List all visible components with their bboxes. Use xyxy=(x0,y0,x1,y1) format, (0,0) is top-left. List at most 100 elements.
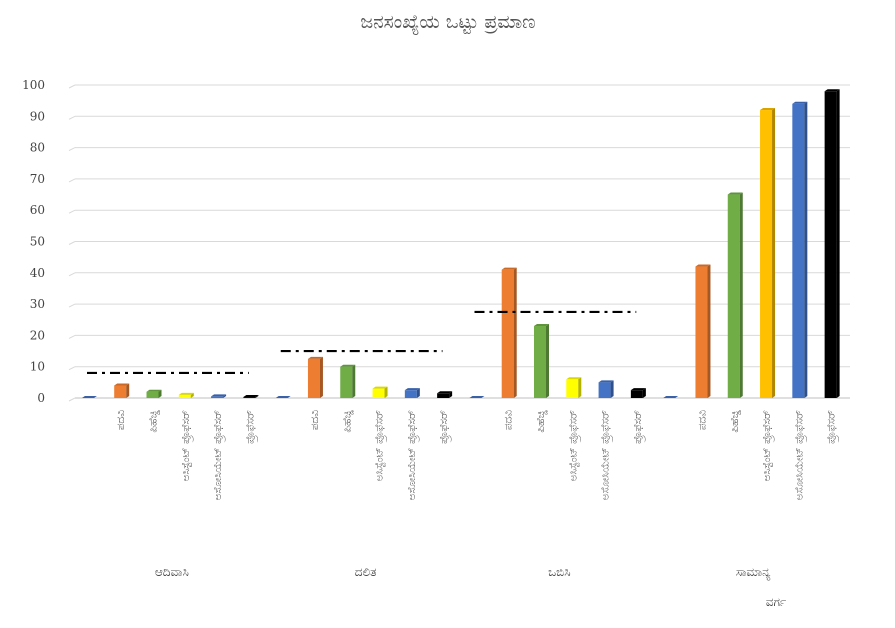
bar xyxy=(760,108,776,398)
gridline-depth xyxy=(68,115,76,120)
y-tick-label: 80 xyxy=(30,141,45,155)
bar-front xyxy=(437,393,450,398)
bar-top xyxy=(404,388,420,391)
bar-top xyxy=(566,377,582,380)
bar-side xyxy=(158,389,162,398)
category-label: ಪ್ರೊಫೆಸರ್ xyxy=(632,410,646,444)
x-axis-title: ವರ್ಗ xyxy=(766,595,786,609)
gridline-depth xyxy=(68,397,76,402)
bar xyxy=(824,89,840,398)
gridline-depth xyxy=(68,178,76,183)
gridline-depth xyxy=(68,334,76,339)
bar xyxy=(469,396,485,398)
bar-side xyxy=(255,395,259,398)
bar-side xyxy=(546,324,549,398)
y-tick-label: 20 xyxy=(30,328,45,342)
bar-front xyxy=(404,390,417,398)
bar xyxy=(146,389,162,398)
bar-front xyxy=(695,266,708,398)
bar-side xyxy=(126,383,130,398)
reference-lines xyxy=(87,310,637,375)
bar-side xyxy=(384,386,388,398)
category-label: ಪ್ರೊಫೆಸರ್ xyxy=(438,410,452,444)
gridlines xyxy=(68,84,850,402)
bar xyxy=(243,395,259,398)
bar xyxy=(114,383,130,398)
bar-side xyxy=(449,391,453,398)
group-label: ಒಬಿಸಿ xyxy=(548,565,571,579)
gridline-depth xyxy=(68,241,76,245)
gridline-depth xyxy=(68,303,76,308)
bar-front xyxy=(566,379,579,398)
bar-top xyxy=(663,396,679,398)
category-label: ಅಸೋಸಿಯೇಟ್ ಪ್ರೊಫೆಸರ್ xyxy=(406,410,420,501)
bar-front xyxy=(792,103,805,398)
group-label: ಸಾಮಾನ್ಯ xyxy=(736,565,771,581)
bar-top xyxy=(630,388,646,391)
bar-top xyxy=(178,392,194,395)
bar xyxy=(81,396,97,398)
bar-top xyxy=(792,101,808,104)
bar-side xyxy=(352,364,356,398)
bar xyxy=(727,192,743,398)
bar-top xyxy=(146,389,162,392)
category-label: ಅಸೋಸಿಯೇಟ್ ಪ್ರೊಫೆಸರ್ xyxy=(793,410,807,501)
bar-front xyxy=(146,391,159,398)
bar xyxy=(695,264,711,398)
bar-front xyxy=(178,394,191,398)
bar xyxy=(307,356,323,398)
chart-title: ಜನಸಂಖ್ಯೆಯ ಒಟ್ಟು ಪ್ರಮಾಣ xyxy=(360,11,535,36)
bar-top xyxy=(340,364,356,367)
bar-top xyxy=(598,380,614,383)
bar-top xyxy=(501,267,517,270)
category-label: ಅಸೋಸಿಯೇಟ್ ಪ್ರೊಫೆಸರ್ xyxy=(212,410,226,501)
bar-top xyxy=(372,386,388,389)
bar-front xyxy=(114,385,127,398)
bar-side xyxy=(416,388,420,398)
bar xyxy=(663,396,679,398)
bar-side xyxy=(642,388,646,398)
category-label: ಪಿಹೆಚ್ಡಿ xyxy=(729,409,741,432)
y-tick-label: 60 xyxy=(30,203,45,217)
category-label: ಪ್ರೊಫೆಸರ್ xyxy=(826,410,840,444)
bar xyxy=(630,388,646,398)
gridline-depth xyxy=(68,272,76,277)
category-label: ಪ್ರೊಫೆಸರ್ xyxy=(244,410,258,444)
bar-side xyxy=(513,267,517,398)
group-labels: ಆದಿವಾಸಿ ದಲಿತ ಒಬಿಸಿ ಸಾಮಾನ್ಯ xyxy=(155,565,771,581)
bar-front xyxy=(243,397,256,398)
bar-top xyxy=(469,396,485,398)
bars xyxy=(81,89,840,398)
bar xyxy=(501,267,517,398)
bar-side xyxy=(578,377,582,398)
category-label: ಅಸಿಸ್ಟೆಂಟ್ ಪ್ರೊಫೆಸರ್ xyxy=(761,410,775,482)
bar xyxy=(404,388,420,398)
group-label: ದಲಿತ xyxy=(355,565,377,579)
gridline-depth xyxy=(68,366,76,371)
bar-front xyxy=(630,390,643,398)
bar-side xyxy=(223,394,227,398)
category-label: ಪದವಿ xyxy=(503,410,515,431)
bar-front xyxy=(211,396,224,398)
category-label: ಪಿಹೆಚ್ಡಿ xyxy=(148,409,160,432)
bar-side xyxy=(190,392,194,398)
bar-front xyxy=(760,110,773,398)
bar-side xyxy=(836,89,840,398)
bar-side xyxy=(610,380,614,398)
bar-top xyxy=(437,391,453,394)
bar-front xyxy=(824,91,837,398)
bar-top xyxy=(211,394,227,397)
y-tick-label: 100 xyxy=(22,78,45,92)
y-tick-label: 40 xyxy=(30,266,45,280)
bar-top xyxy=(114,383,130,386)
bar-side xyxy=(804,101,808,398)
y-tick-label: 0 xyxy=(37,391,45,405)
bar xyxy=(437,391,453,398)
category-labels: ಪದವಿ ಪಿಹೆಚ್ಡಿ ಅಸಿಸ್ಟೆಂಟ್ ಪ್ರೊಫೆಸರ್ ಅಸೋಸಿಯೇಟ… xyxy=(115,409,839,500)
bar-side xyxy=(707,264,711,398)
y-tick-label: 30 xyxy=(30,297,45,311)
y-tick-label: 70 xyxy=(30,172,45,186)
bar-top xyxy=(534,324,549,327)
bar-front xyxy=(598,382,611,398)
